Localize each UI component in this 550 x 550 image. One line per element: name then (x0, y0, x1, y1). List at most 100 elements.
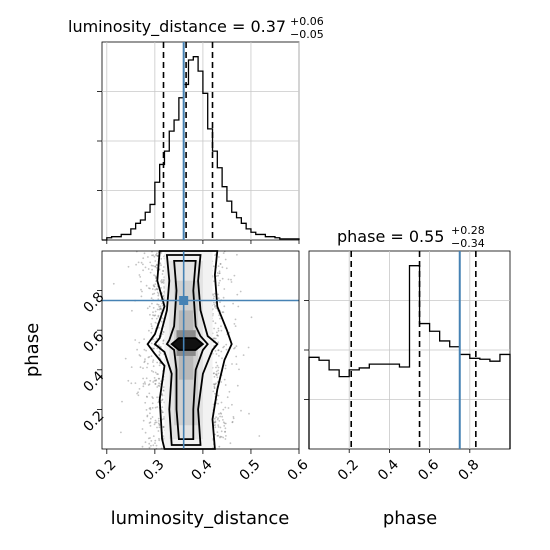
scatter-point (217, 394, 220, 397)
scatter-point (233, 347, 235, 350)
scatter-point (221, 357, 223, 360)
scatter-point (146, 415, 149, 418)
hist-phase-yticks (304, 300, 309, 400)
scatter-point (212, 320, 215, 323)
scatter-point (149, 313, 151, 316)
scatter-point (147, 356, 150, 359)
scatter-point (144, 441, 147, 444)
scatter-point (156, 288, 159, 291)
scatter-point (215, 374, 218, 377)
scatter-point (149, 425, 152, 427)
scatter-point (213, 421, 216, 424)
scatter-point (153, 314, 156, 317)
scatter-point (213, 383, 216, 386)
scatter-point (155, 267, 158, 269)
scatter-point (145, 284, 148, 287)
scatter-point (234, 346, 236, 349)
scatter-point (217, 426, 220, 428)
hist-phase-grid (309, 251, 510, 449)
scatter-point (217, 402, 220, 405)
scatter-point (218, 272, 221, 274)
scatter-point (140, 280, 142, 283)
y-axis-label-phase: phase (22, 323, 43, 377)
scatter-point (152, 361, 154, 363)
scatter-point (216, 435, 219, 437)
scatter-point (156, 291, 159, 294)
scatter-point (160, 264, 162, 267)
scatter-point (136, 348, 139, 351)
scatter-point (160, 346, 162, 348)
scatter-point (162, 270, 165, 273)
scatter-point (154, 260, 157, 262)
scatter-point (236, 293, 239, 296)
scatter-point (130, 366, 133, 368)
scatter-point (223, 378, 226, 381)
scatter-point (148, 407, 151, 410)
scatter-point (146, 366, 148, 369)
scatter-point (151, 317, 154, 320)
scatter-point (235, 363, 238, 365)
scatter-point (216, 364, 219, 367)
scatter-point (148, 446, 151, 449)
scatter-point (214, 417, 216, 420)
scatter-point (163, 425, 165, 428)
scatter-point (154, 283, 157, 285)
density-xtick-label: 0.5 (237, 457, 264, 484)
scatter-point (138, 388, 141, 390)
scatter-point (134, 339, 137, 341)
scatter-point (214, 383, 217, 386)
scatter-point (142, 382, 145, 385)
x-axis-label-phase: phase (383, 508, 437, 529)
scatter-point (212, 390, 215, 393)
scatter-point (225, 267, 228, 270)
scatter-point (161, 399, 164, 401)
scatter-point (214, 304, 217, 307)
scatter-point (144, 358, 146, 360)
scatter-point (144, 266, 147, 269)
scatter-point (217, 349, 220, 352)
scatter-point (142, 263, 144, 266)
scatter-point (219, 263, 222, 265)
scatter-point (215, 337, 217, 340)
scatter-point (224, 431, 226, 433)
scatter-point (144, 360, 146, 362)
scatter-point (161, 333, 164, 335)
scatter-point (222, 346, 225, 349)
scatter-point (222, 408, 225, 411)
scatter-point (162, 269, 165, 272)
scatter-point (217, 341, 220, 344)
scatter-point (155, 379, 158, 381)
scatter-point (151, 407, 154, 409)
scatter-point (250, 316, 253, 319)
scatter-point (127, 379, 130, 382)
scatter-point (232, 302, 235, 305)
scatter-point (154, 265, 157, 268)
scatter-point (153, 292, 156, 295)
scatter-point (215, 275, 218, 277)
scatter-point (149, 407, 152, 409)
scatter-point (147, 384, 150, 386)
scatter-point (144, 401, 147, 404)
scatter-point (223, 345, 226, 348)
hist-phase-xtick-label: 0.8 (455, 457, 482, 484)
density-xtick-label: 0.3 (141, 457, 168, 484)
scatter-point (155, 263, 158, 266)
scatter-point (216, 376, 219, 379)
scatter-point (148, 305, 151, 308)
scatter-point (224, 258, 227, 261)
scatter-point (148, 422, 151, 424)
scatter-point (154, 288, 157, 291)
scatter-point (154, 383, 157, 385)
scatter-point (140, 295, 143, 298)
scatter-point (151, 327, 154, 330)
scatter-point (216, 431, 219, 433)
scatter-point (233, 323, 236, 325)
scatter-point (158, 377, 161, 380)
scatter-point (220, 412, 223, 415)
scatter-point (221, 277, 224, 280)
scatter-point (158, 350, 161, 353)
scatter-point (162, 340, 165, 342)
scatter-point (153, 379, 156, 382)
scatter-point (149, 379, 152, 382)
scatter-point (152, 444, 155, 447)
